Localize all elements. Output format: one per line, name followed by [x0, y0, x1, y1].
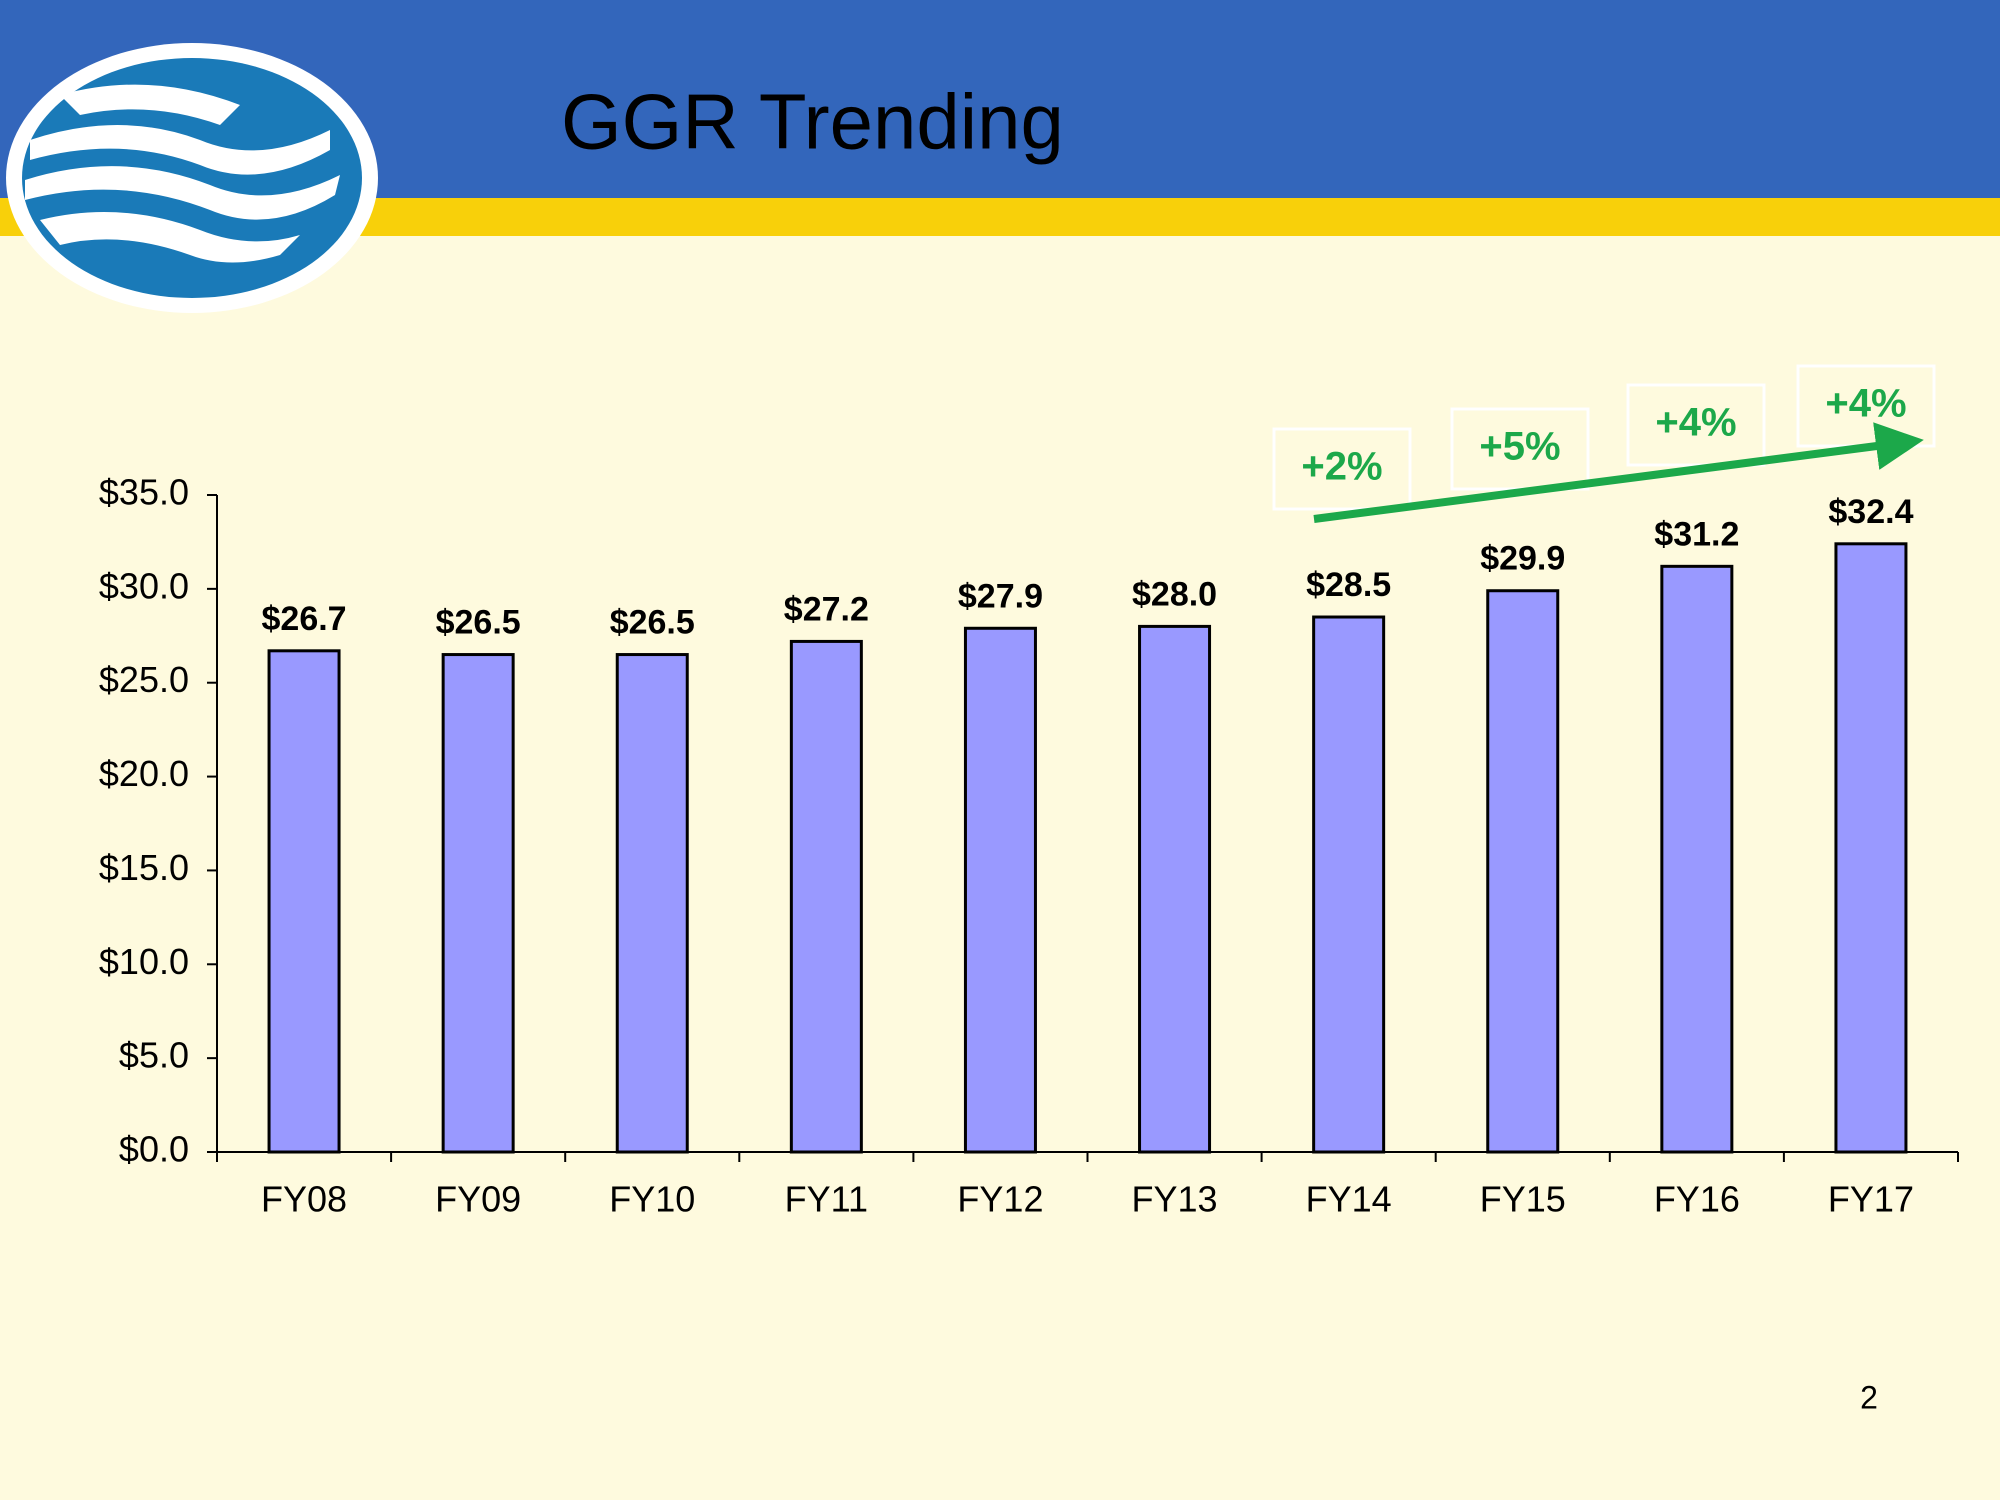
bar [1660, 564, 1734, 1154]
value-label: $32.4 [1828, 493, 1913, 531]
y-tick-label: $35.0 [99, 472, 189, 513]
y-tick-label: $0.0 [119, 1129, 189, 1170]
y-tick-label: $20.0 [99, 753, 189, 794]
y-tick-label: $25.0 [99, 659, 189, 700]
annotation: +5% [1479, 425, 1560, 469]
annotation-box [1272, 427, 1412, 511]
page-number: 2 [1860, 1379, 1878, 1415]
y-tick-label: $15.0 [99, 847, 189, 888]
y-tick-label: $5.0 [119, 1035, 189, 1076]
y-tick-label: $30.0 [99, 565, 189, 606]
x-tick-label: FY11 [785, 1179, 868, 1220]
annotation-box [1626, 383, 1766, 467]
annotation: +4% [1655, 401, 1736, 445]
x-tick-label: FY13 [1132, 1179, 1218, 1220]
value-label: $26.5 [436, 604, 521, 642]
x-tick-label: FY10 [609, 1179, 695, 1220]
x-tick-label: FY16 [1654, 1179, 1740, 1220]
annotation: +4% [1825, 382, 1906, 426]
logo [6, 43, 378, 313]
x-tick-label: FY12 [957, 1179, 1043, 1220]
title: GGR Trending [561, 78, 1064, 166]
bar [441, 653, 515, 1154]
value-label: $26.5 [610, 604, 695, 642]
x-tick-label: FY15 [1480, 1179, 1566, 1220]
x-tick-label: FY17 [1828, 1179, 1914, 1220]
bar [1486, 589, 1560, 1154]
x-tick-label: FY08 [261, 1179, 347, 1220]
annotation: +2% [1301, 445, 1382, 489]
trend-arrow [1313, 422, 1924, 523]
value-label: $28.5 [1306, 566, 1391, 604]
x-tick-label: FY09 [435, 1179, 521, 1220]
value-label: $28.0 [1132, 575, 1217, 613]
value-label: $29.9 [1480, 540, 1565, 578]
value-label: $27.9 [958, 577, 1043, 615]
value-label: $31.2 [1654, 515, 1739, 553]
value-label: $26.7 [262, 600, 347, 638]
bar [267, 649, 341, 1154]
bar [1312, 615, 1386, 1154]
bar [1834, 542, 1908, 1154]
x-tick-label: FY14 [1306, 1179, 1392, 1220]
bar [1138, 624, 1212, 1154]
bar [615, 653, 689, 1154]
bar [789, 639, 863, 1154]
bar [963, 626, 1037, 1154]
value-label: $27.2 [784, 590, 869, 628]
y-tick-label: $10.0 [99, 941, 189, 982]
